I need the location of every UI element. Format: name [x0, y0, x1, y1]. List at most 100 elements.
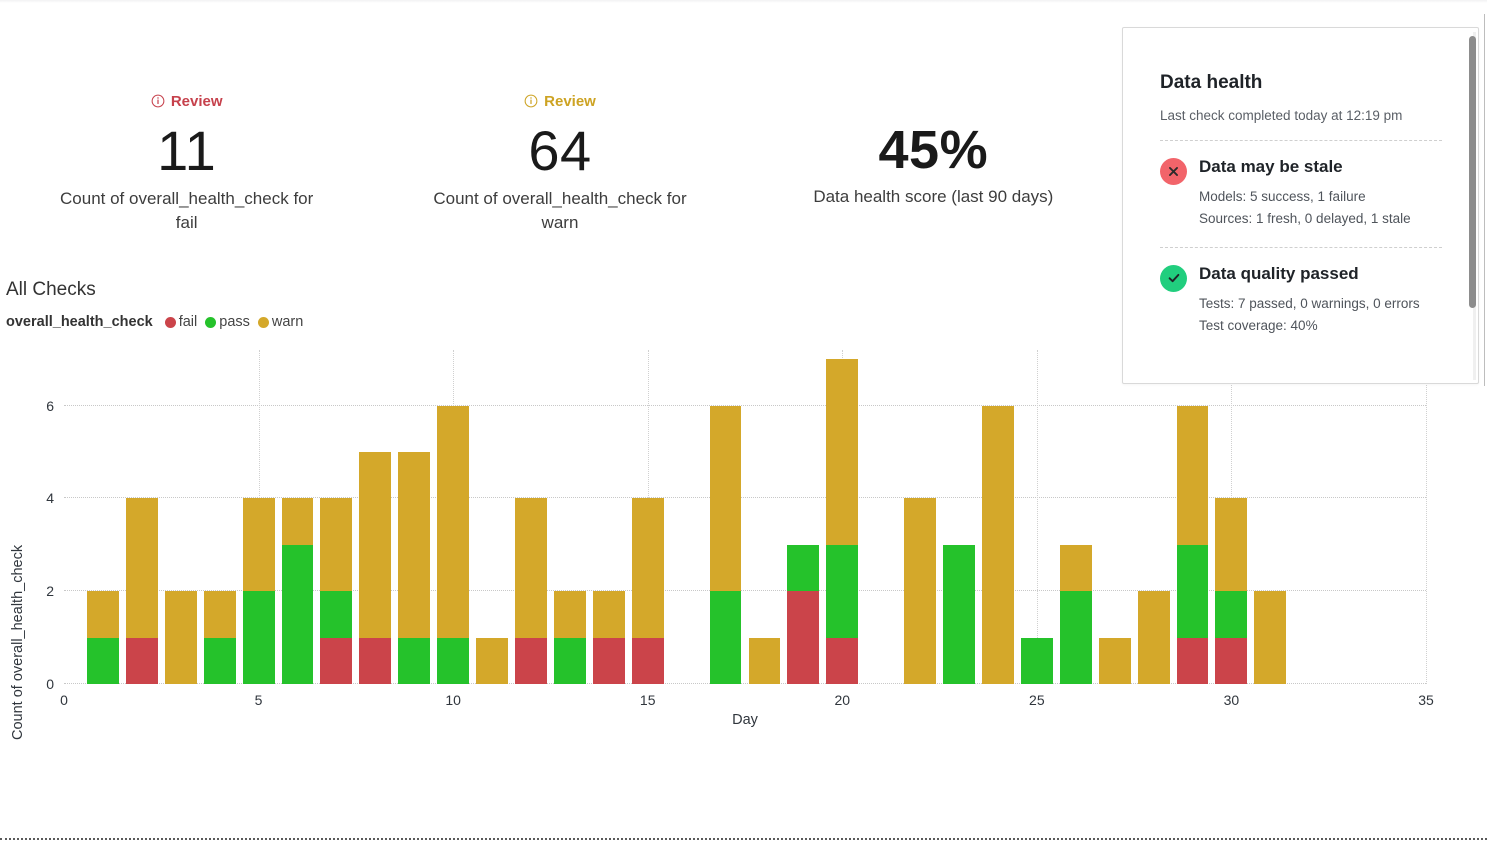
chart-bar-segment-warn[interactable] [1215, 498, 1248, 592]
chart-bar-segment-pass[interactable] [203, 637, 236, 684]
chart-bar[interactable] [943, 544, 975, 684]
x-tick-label: 10 [445, 692, 461, 708]
legend-label-pass: pass [219, 314, 250, 330]
chart-bar[interactable] [631, 498, 664, 684]
chart-bar[interactable] [787, 544, 820, 684]
chart-bar[interactable] [281, 498, 314, 684]
chart-bar-segment-warn[interactable] [437, 405, 470, 638]
chart-bar-segment-pass[interactable] [398, 637, 431, 684]
chart-bar[interactable] [1176, 405, 1209, 684]
chart-bar[interactable] [1254, 591, 1287, 684]
chart-bar-segment-warn[interactable] [242, 498, 275, 592]
data-health-panel-content: Data health Last check completed today a… [1123, 28, 1478, 336]
chart-bar[interactable] [904, 498, 937, 684]
chart-bar-segment-warn[interactable] [515, 498, 547, 638]
chart-bar-segment-fail[interactable] [515, 637, 547, 684]
chart-bar-segment-warn[interactable] [320, 498, 353, 592]
x-tick-label: 30 [1223, 692, 1240, 708]
legend-item-pass[interactable]: pass [205, 314, 250, 330]
chart-bar-segment-pass[interactable] [826, 544, 859, 638]
chart-bar-segment-warn[interactable] [1254, 591, 1287, 684]
chart-bar-segment-warn[interactable] [709, 405, 742, 592]
chart-bar[interactable] [515, 498, 547, 684]
kpi-card-fail[interactable]: Review 11 Count of overall_health_check … [0, 92, 373, 235]
chart-bar[interactable] [1098, 637, 1131, 684]
chart-bar-segment-warn[interactable] [1137, 591, 1170, 684]
chart-bar-segment-pass[interactable] [242, 591, 275, 684]
chart-bar-segment-warn[interactable] [86, 591, 119, 638]
chart-bar-segment-warn[interactable] [553, 591, 586, 638]
chart-bar[interactable] [1137, 591, 1170, 684]
chart-bar[interactable] [1020, 637, 1053, 684]
chart-bar-segment-warn[interactable] [125, 498, 158, 638]
chart-bar-segment-fail[interactable] [826, 637, 859, 684]
chart-bar[interactable] [709, 405, 742, 684]
chart-bar[interactable] [1215, 498, 1248, 684]
chart-bar[interactable] [359, 452, 392, 684]
chart-bar-segment-warn[interactable] [592, 591, 625, 638]
chart-bar[interactable] [320, 498, 353, 684]
chart-bar-segment-pass[interactable] [787, 544, 820, 592]
chart-bar-segment-fail[interactable] [125, 637, 158, 684]
chart-bar-segment-warn[interactable] [904, 498, 937, 684]
health-item-quality[interactable]: Data quality passed Tests: 7 passed, 0 w… [1160, 264, 1442, 337]
chart-bar-segment-fail[interactable] [1176, 637, 1209, 684]
kpi-card-warn[interactable]: Review 64 Count of overall_health_check … [373, 92, 746, 235]
chart-bar-segment-warn[interactable] [203, 591, 236, 638]
review-badge-warn[interactable]: Review [524, 92, 596, 110]
chart-bar[interactable] [203, 591, 236, 684]
chart-bar[interactable] [242, 498, 275, 684]
chart-bar[interactable] [592, 591, 625, 684]
panel-scrollbar[interactable] [1469, 32, 1476, 380]
chart-bar[interactable] [981, 405, 1014, 684]
chart-bar-segment-warn[interactable] [1176, 405, 1209, 545]
chart-bar[interactable] [398, 452, 431, 684]
chart-bar-segment-fail[interactable] [359, 637, 392, 684]
chart-bar[interactable] [553, 591, 586, 684]
legend-item-fail[interactable]: fail [164, 314, 197, 330]
panel-scrollbar-thumb[interactable] [1469, 36, 1476, 308]
chart-bar-segment-fail[interactable] [320, 637, 353, 684]
chart-bar-segment-pass[interactable] [86, 637, 119, 684]
chart-bar-segment-pass[interactable] [281, 544, 314, 684]
chart-bar-segment-pass[interactable] [320, 591, 353, 638]
chart-bar-segment-warn[interactable] [981, 405, 1014, 684]
chart-bar[interactable] [125, 498, 158, 684]
chart-plot-area[interactable]: 0 2 4 6 0 5 10 15 20 25 30 35 [46, 350, 1434, 708]
data-health-panel[interactable]: Data health Last check completed today a… [1122, 27, 1479, 384]
chart-bar[interactable] [748, 637, 781, 684]
chart-bar-segment-pass[interactable] [943, 544, 975, 684]
chart-bar[interactable] [86, 591, 119, 684]
chart-bar-segment-warn[interactable] [826, 359, 859, 545]
review-badge-fail[interactable]: Review [151, 92, 223, 110]
kpi-card-health-score[interactable]: 45% Data health score (last 90 days) [747, 92, 1120, 235]
chart-bar-segment-pass[interactable] [709, 591, 742, 684]
chart-bar[interactable] [164, 591, 197, 684]
chart-bar-segment-warn[interactable] [1059, 544, 1092, 592]
chart-bar-segment-fail[interactable] [592, 637, 625, 684]
chart-bar-segment-warn[interactable] [281, 498, 314, 545]
chart-bar-segment-warn[interactable] [359, 452, 392, 638]
chart-bar-segment-warn[interactable] [476, 637, 508, 684]
chart-bar-segment-pass[interactable] [1215, 591, 1248, 638]
chart-bar-segment-pass[interactable] [1020, 637, 1053, 684]
chart-bar-segment-warn[interactable] [398, 452, 431, 638]
chart-bar-segment-fail[interactable] [787, 591, 820, 684]
health-item-stale[interactable]: Data may be stale Models: 5 success, 1 f… [1160, 157, 1442, 230]
chart-bar[interactable] [437, 405, 470, 684]
chart-bar[interactable] [1059, 544, 1092, 684]
chart-bar-segment-warn[interactable] [1098, 637, 1131, 684]
chart-bar-segment-warn[interactable] [164, 591, 197, 684]
legend-item-warn[interactable]: warn [257, 314, 303, 330]
chart-bar-segment-fail[interactable] [1215, 637, 1248, 684]
chart-bar-segment-pass[interactable] [1176, 544, 1209, 638]
chart-bar-segment-warn[interactable] [631, 498, 664, 638]
chart-bar-segment-pass[interactable] [1059, 591, 1092, 684]
chart-bar-segment-warn[interactable] [748, 637, 781, 684]
chart-bar-segment-pass[interactable] [553, 637, 586, 684]
chart-bar-segment-fail[interactable] [631, 637, 664, 684]
chart-bar-segment-pass[interactable] [437, 637, 470, 684]
x-tick-label: 0 [60, 692, 68, 708]
chart-bar[interactable] [826, 359, 859, 684]
chart-bar[interactable] [476, 637, 508, 684]
